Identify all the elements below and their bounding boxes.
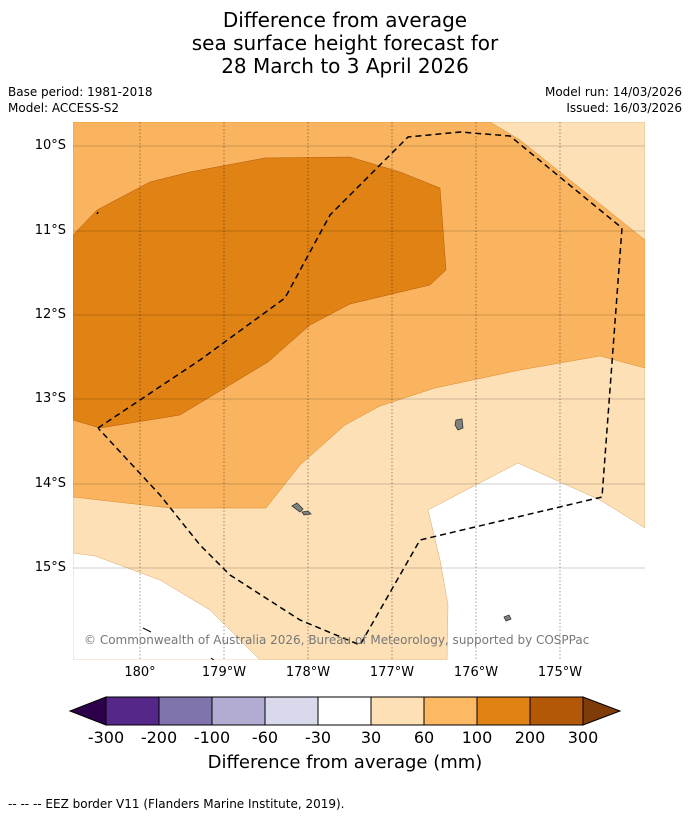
colorbar-tick: 200 [514, 728, 546, 747]
lat-label: 13°S [34, 391, 66, 406]
issued-date: Issued: 16/03/2026 [566, 101, 682, 115]
lon-gridlines [139, 122, 561, 660]
lat-label: 10°S [34, 138, 66, 153]
colorbar-swatch [370, 696, 425, 726]
title-line-3: 28 March to 3 April 2026 [221, 54, 469, 78]
title-line-1: Difference from average [222, 8, 468, 32]
band-100-200 [73, 156, 447, 429]
island-shape [301, 510, 312, 516]
colorbar-tick: 60 [413, 728, 435, 747]
colorbar-tick: -300 [87, 728, 125, 747]
lat-label: 14°S [34, 476, 66, 491]
model-name: Model: ACCESS-S2 [8, 101, 120, 115]
colorbar-swatch [529, 696, 584, 726]
colorbar-tick: -200 [140, 728, 178, 747]
eez-border [96, 131, 623, 646]
lon-label: 175°W [537, 665, 583, 680]
lat-gridlines [73, 145, 645, 569]
colorbar-swatch [264, 696, 319, 726]
colorbar-tick: 300 [567, 728, 599, 747]
lat-label: 11°S [34, 223, 66, 238]
colorbar-tick: -100 [193, 728, 231, 747]
colorbar-tick: -60 [251, 728, 279, 747]
lat-label: 12°S [34, 307, 66, 322]
colorbar-max-arrow [582, 696, 622, 726]
colorbar-swatch [423, 696, 478, 726]
colorbar-swatch [158, 696, 213, 726]
lon-label: 176°W [453, 665, 499, 680]
island-shape [291, 502, 304, 513]
lon-label: 180° [124, 665, 156, 680]
colorbar-swatch [317, 696, 372, 726]
map-credit: © Commonwealth of Australia 2026, Bureau… [84, 633, 590, 647]
colorbar-tick: -30 [304, 728, 332, 747]
band-below-30-sw [73, 552, 261, 660]
colorbar-min-arrow [68, 696, 107, 726]
colorbar-swatch [476, 696, 531, 726]
eez-footnote: -- -- -- EEZ border V11 (Flanders Marine… [8, 797, 345, 811]
lat-label: 15°S [34, 560, 66, 575]
title-line-2: sea surface height forecast for [191, 31, 499, 55]
island-shape [503, 614, 512, 622]
colorbar-tick: 100 [461, 728, 493, 747]
lon-label: 177°W [369, 665, 415, 680]
base-period: Base period: 1981-2018 [8, 85, 153, 99]
coast-fragment [142, 627, 152, 633]
colorbar [68, 696, 622, 726]
island-shape [454, 418, 464, 431]
lon-label: 179°W [201, 665, 247, 680]
colorbar-swatch [211, 696, 266, 726]
lon-label: 178°W [285, 665, 331, 680]
colorbar-swatch [105, 696, 160, 726]
model-run: Model run: 14/03/2026 [544, 85, 682, 99]
colorbar-tick: 30 [360, 728, 382, 747]
colorbar-label: Difference from average (mm) [207, 752, 483, 773]
coast-fragment [210, 657, 215, 660]
